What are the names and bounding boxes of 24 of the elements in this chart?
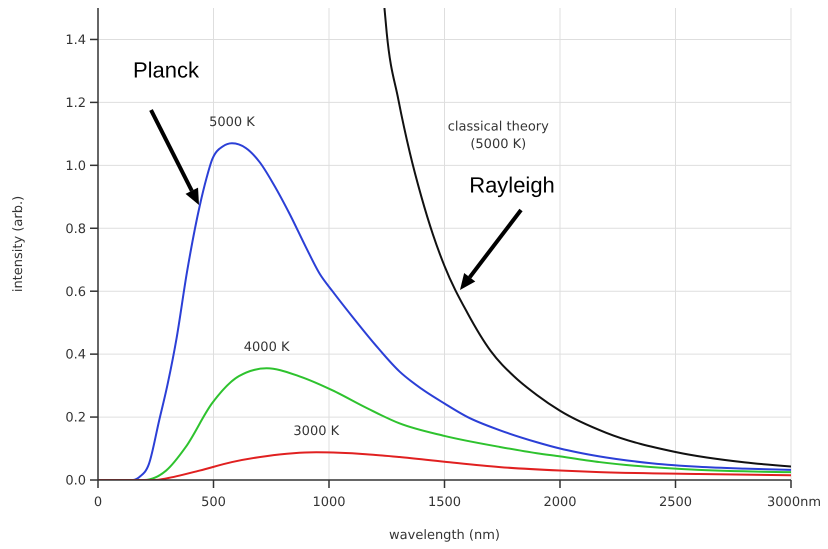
series-label: 5000 K xyxy=(209,114,256,130)
y-tick-label: 0.8 xyxy=(65,222,86,237)
x-tick-label: 3000nm xyxy=(767,495,821,510)
y-tick-label: 0.2 xyxy=(65,410,86,426)
y-tick-label: 0.4 xyxy=(65,348,86,363)
y-tick-label: 0.0 xyxy=(65,474,86,489)
annotation: Rayleigh xyxy=(469,172,555,198)
x-tick-label: 1000 xyxy=(312,495,346,510)
line-series xyxy=(383,8,791,468)
x-tick-label: 1500 xyxy=(428,495,462,510)
text: classical theory (5000 K) xyxy=(448,120,550,152)
x-tick-label: 2000 xyxy=(543,495,577,510)
y-tick-label: 1.4 xyxy=(65,33,86,48)
x-tick-label: 2500 xyxy=(658,495,692,510)
y-tick-label: 1.0 xyxy=(65,158,86,174)
y-tick-label: 0.6 xyxy=(65,284,86,300)
x-axis-title: wavelength (nm) xyxy=(389,528,500,543)
y-axis-title: intensity (arb.) xyxy=(11,196,26,292)
annotation: Planck xyxy=(132,58,200,83)
series-label: 3000 K xyxy=(293,424,340,439)
y-tick-label: 1.2 xyxy=(65,96,86,111)
series-label: 4000 K xyxy=(244,340,290,355)
x-tick-label: 500 xyxy=(201,495,226,510)
x-tick-label: 0 xyxy=(94,495,102,510)
